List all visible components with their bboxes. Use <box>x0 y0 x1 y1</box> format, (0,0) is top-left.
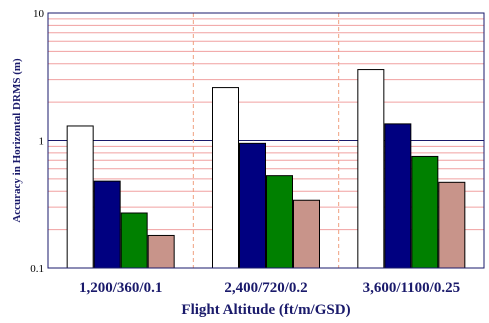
bar-series1-category1 <box>66 125 94 269</box>
y-axis-label: Accuracy in Horizontal DRMS (m) <box>11 58 23 223</box>
bar-series3-category1 <box>120 212 148 269</box>
category-label: 2,400/720/0.2 <box>224 280 307 296</box>
y-tick-label: 10 <box>33 8 45 20</box>
bar-series1-category3 <box>357 69 385 269</box>
category-label: 1,200/360/0.1 <box>79 280 162 296</box>
bar-series2-category1 <box>93 180 121 269</box>
bars <box>66 69 466 269</box>
bar-series4-category1 <box>147 234 175 269</box>
bar-series2-category2 <box>239 142 266 269</box>
y-tick-labels: 10 1 0.1 <box>30 8 44 275</box>
y-tick-label: 0.1 <box>30 263 44 275</box>
bar-series2-category3 <box>384 123 412 269</box>
category-label: 3,600/1100/0.25 <box>363 280 461 296</box>
bar-series3-category3 <box>411 155 439 269</box>
bar-series1-category2 <box>212 87 239 269</box>
plot-frame <box>47 12 485 269</box>
x-axis-label: Flight Altitude (ft/m/GSD) <box>181 302 350 318</box>
bar-series3-category2 <box>266 175 293 269</box>
bar-series4-category3 <box>438 181 466 269</box>
y-tick-label: 1 <box>39 136 45 148</box>
category-labels: 1,200/360/0.1 2,400/720/0.2 3,600/1100/0.2… <box>79 280 460 296</box>
category-dividers <box>192 13 340 268</box>
bar-series4-category2 <box>293 199 320 269</box>
